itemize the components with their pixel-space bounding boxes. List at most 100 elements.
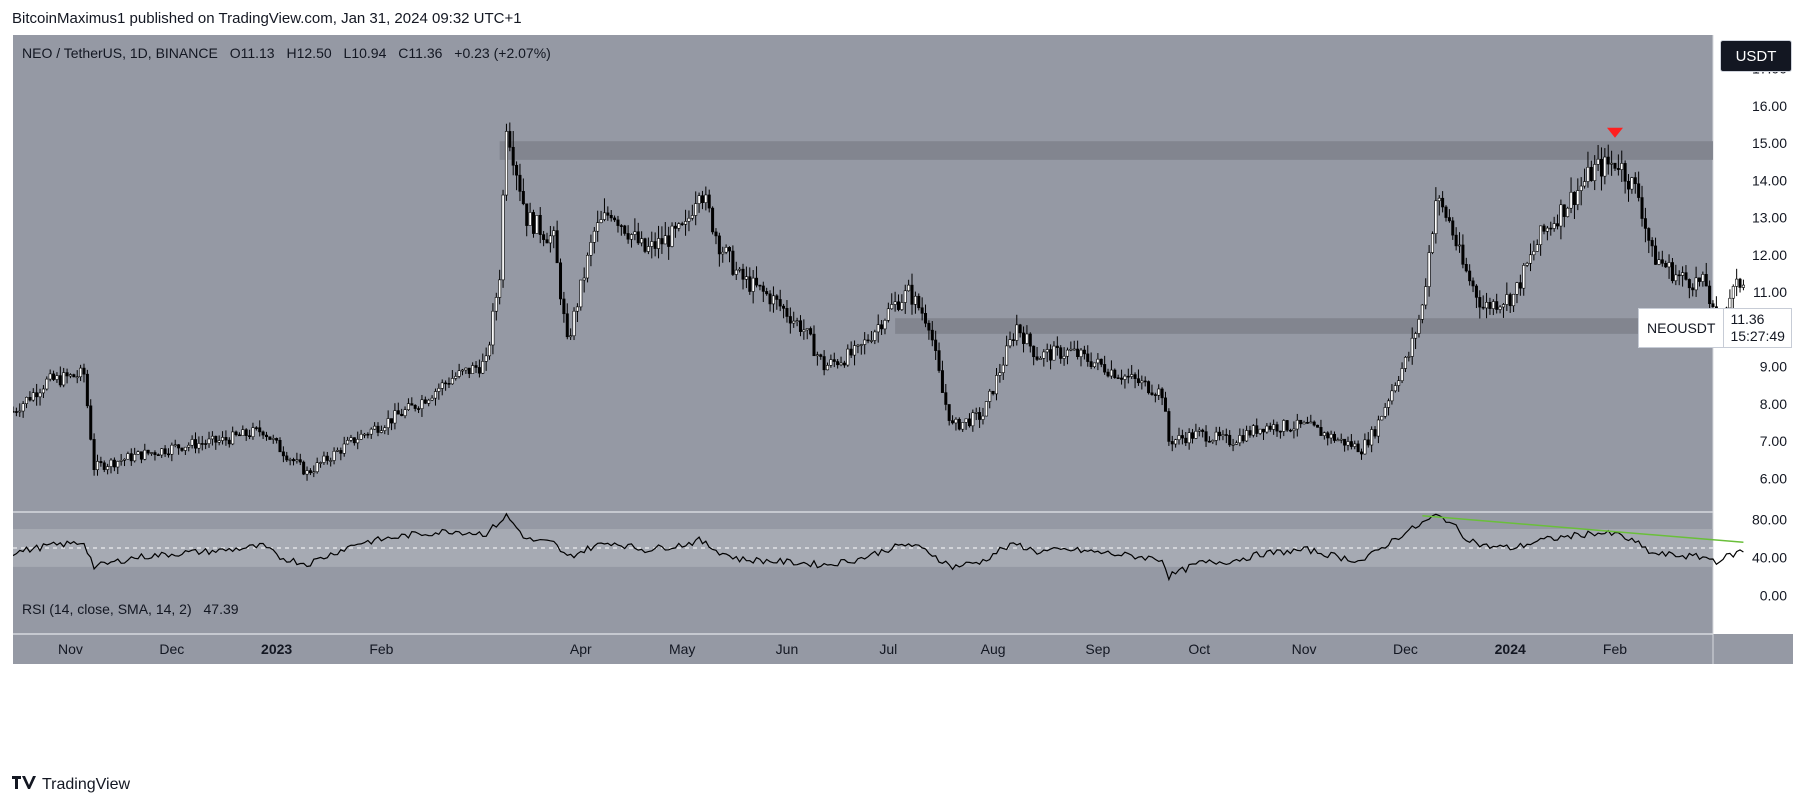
candle-body: [1295, 419, 1299, 430]
candle-body: [1113, 369, 1117, 379]
time-axis-label: Feb: [369, 641, 393, 657]
candle-body: [1390, 390, 1394, 402]
candle-body: [1059, 347, 1063, 359]
candle-body: [613, 217, 617, 221]
rsi-tick-label: 80.00: [1752, 512, 1787, 528]
candle-body: [1339, 438, 1343, 441]
time-axis-label: Aug: [981, 641, 1006, 657]
candle-body: [133, 454, 137, 462]
price-tick-label: 7.00: [1760, 433, 1787, 449]
candle-body: [92, 439, 96, 471]
candle-body: [204, 443, 208, 445]
candle-body: [559, 262, 563, 300]
candle-body: [1042, 351, 1046, 359]
candle-body: [1079, 349, 1083, 357]
candle-body: [302, 461, 306, 475]
candle-body: [994, 375, 998, 395]
candle-body: [356, 438, 360, 444]
candle-body: [555, 230, 559, 264]
candle-body: [430, 397, 434, 401]
candle-body: [842, 362, 846, 366]
candle-body: [126, 453, 130, 460]
candle-body: [1562, 204, 1566, 217]
candle-body: [1366, 439, 1370, 446]
candle-body: [332, 450, 336, 461]
footer-branding[interactable]: TradingView: [12, 776, 130, 794]
candle-body: [221, 437, 225, 441]
candle-body: [464, 367, 468, 371]
rsi-value: 47.39: [203, 601, 239, 617]
candle-body: [1214, 431, 1218, 441]
candle-body: [1130, 374, 1134, 377]
candle-body: [21, 403, 25, 412]
price-chart[interactable]: 6.007.008.009.0010.0011.0012.0013.0014.0…: [13, 35, 1793, 764]
candle-body: [349, 437, 353, 441]
candle-body: [711, 207, 715, 233]
candle-body: [55, 375, 59, 380]
candle-body: [1272, 424, 1276, 430]
candle-body: [261, 431, 265, 436]
candle-body: [653, 241, 657, 249]
candle-body: [765, 291, 769, 295]
candle-body: [1194, 430, 1198, 439]
candle-body: [1123, 375, 1127, 380]
candle-body: [1069, 348, 1073, 351]
candle-body: [1319, 427, 1323, 436]
candle-body: [873, 331, 877, 341]
candle-body: [1035, 356, 1039, 360]
candle-body: [1305, 422, 1309, 424]
candle-body: [1015, 324, 1019, 341]
candle-body: [1735, 278, 1739, 287]
candle-body: [1032, 345, 1036, 358]
candle-body: [748, 276, 752, 292]
candle-body: [1150, 392, 1154, 395]
candle-body: [305, 470, 309, 475]
candle-body: [629, 234, 633, 240]
candle-body: [1265, 425, 1269, 433]
candle-body: [1599, 158, 1603, 177]
candle-body: [1694, 277, 1698, 291]
candle-body: [1613, 162, 1617, 169]
candle-body: [471, 365, 475, 374]
candle-body: [396, 410, 400, 415]
symbol-legend: NEO / TetherUS, 1D, BINANCE O11.13 H12.5…: [22, 45, 551, 61]
candle-body: [346, 440, 350, 445]
candle-body: [1677, 274, 1681, 277]
candle-body: [1640, 197, 1644, 219]
candle-body: [379, 430, 383, 433]
candle-body: [1096, 358, 1100, 364]
candle-body: [373, 425, 377, 430]
candle-body: [1187, 432, 1191, 444]
candle-body: [1322, 432, 1326, 436]
candle-body: [1647, 228, 1651, 241]
candle-body: [863, 339, 867, 345]
candle-body: [477, 367, 481, 374]
candle-body: [1045, 349, 1049, 353]
candle-body: [724, 247, 728, 253]
candle-body: [1508, 294, 1512, 307]
candle-body: [406, 403, 410, 410]
candle-body: [771, 295, 775, 305]
candle-body: [258, 427, 262, 433]
candle-body: [1427, 252, 1431, 287]
close-value: 11.36: [408, 45, 443, 61]
currency-button[interactable]: USDT: [1720, 40, 1792, 72]
candle-body: [778, 299, 782, 307]
candle-body: [1414, 333, 1418, 339]
candle-body: [410, 403, 414, 406]
candle-body: [1515, 282, 1519, 295]
candle-body: [1065, 349, 1069, 357]
candle-body: [139, 451, 143, 460]
candle-body: [383, 427, 387, 431]
chart-frame[interactable]: 6.007.008.009.0010.0011.0012.0013.0014.0…: [13, 35, 1793, 764]
candle-body: [1471, 280, 1475, 287]
candle-body: [335, 450, 339, 452]
candle-body: [667, 235, 671, 247]
candle-body: [633, 231, 637, 235]
candle-body: [515, 164, 519, 176]
candle-body: [930, 329, 934, 341]
candle-body: [924, 313, 928, 324]
candle-body: [322, 455, 326, 463]
candle-body: [1660, 259, 1664, 264]
candle-body: [224, 437, 228, 441]
